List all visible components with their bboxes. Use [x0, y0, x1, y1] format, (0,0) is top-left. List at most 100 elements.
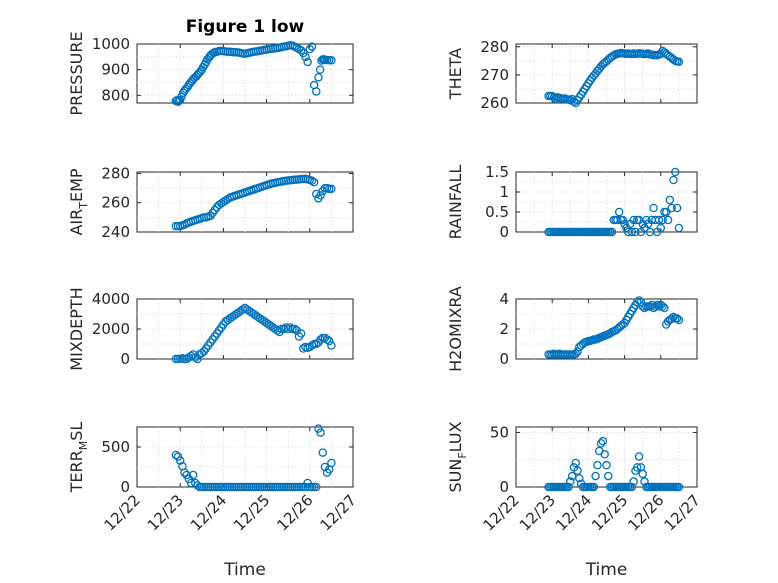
- grid: [516, 299, 697, 359]
- subplot-1: 1000 900 800 PRESSURE Figure 1 low: [67, 17, 354, 116]
- y-axis-label: SUNFLUX: [446, 421, 469, 492]
- data-point: [661, 207, 671, 217]
- y-tick-label: 280: [101, 164, 130, 182]
- data-point: [658, 302, 667, 311]
- data-point: [171, 450, 181, 460]
- y-tick-label: 0: [499, 478, 509, 496]
- data-series: [171, 41, 336, 106]
- data-point: [327, 184, 336, 194]
- x-tick-label: 12/23: [516, 491, 559, 534]
- data-point: [573, 466, 582, 475]
- data-point: [638, 469, 647, 479]
- data-point: [312, 339, 321, 349]
- data-point: [663, 215, 673, 225]
- data-point: [309, 177, 319, 187]
- grid: [137, 427, 353, 487]
- subplot-2: 280 270 260 THETA: [446, 38, 698, 112]
- data-point: [674, 57, 684, 66]
- data-series: [171, 424, 336, 492]
- data-series: [544, 296, 684, 359]
- data-point: [660, 303, 669, 313]
- data-point: [634, 452, 644, 461]
- x-tick-label: 12/25: [230, 491, 273, 534]
- y-tick-label: 900: [101, 61, 130, 79]
- data-point: [327, 56, 336, 65]
- data-point: [672, 314, 682, 323]
- x-tick-label: 12/27: [317, 491, 360, 534]
- data-point: [571, 349, 580, 358]
- data-point: [614, 207, 624, 217]
- y-tick-label: 0: [499, 223, 509, 241]
- data-point: [180, 468, 189, 477]
- data-point: [290, 324, 299, 334]
- data-point: [314, 424, 323, 433]
- y-axis-label: MIXDEPTH: [67, 287, 86, 370]
- y-tick-label: 260: [480, 94, 509, 112]
- subplot-5: 4000 2000 0 MIXDEPTH: [67, 287, 354, 371]
- data-point: [318, 448, 328, 457]
- data-point: [324, 336, 334, 346]
- data-point: [301, 482, 310, 492]
- y-axis-label: H2OMIXRA: [446, 286, 465, 372]
- y-tick-label: 1.5: [485, 163, 509, 181]
- data-point: [629, 477, 638, 486]
- data-point: [654, 215, 664, 225]
- data-point: [327, 458, 336, 468]
- data-point: [196, 67, 205, 76]
- data-point: [618, 215, 628, 225]
- y-axis-label: AIRTEMP: [67, 168, 90, 235]
- data-point: [602, 460, 611, 470]
- data-point: [674, 223, 684, 233]
- y-axis-label: THETA: [446, 48, 465, 100]
- x-tick-label: 12/26: [273, 491, 316, 534]
- x-tick-label: 12/24: [552, 491, 595, 534]
- y-axis-label: RAINFALL: [446, 165, 465, 240]
- y-tick-label: 0: [120, 478, 130, 496]
- data-point: [197, 348, 207, 358]
- data-point: [301, 52, 310, 62]
- data-point: [307, 42, 317, 51]
- y-tick-label: 0.5: [485, 203, 509, 221]
- data-point: [589, 482, 599, 492]
- data-point: [316, 335, 325, 344]
- x-tick-label: 12/23: [144, 491, 187, 534]
- data-point: [620, 219, 629, 229]
- data-point: [320, 462, 330, 472]
- data-point: [182, 470, 191, 480]
- data-point: [652, 300, 662, 310]
- data-point: [312, 482, 321, 492]
- data-point: [322, 335, 332, 344]
- data-point: [593, 460, 602, 470]
- data-point: [665, 195, 675, 205]
- data-point: [303, 57, 312, 67]
- data-point: [283, 324, 293, 334]
- x-axis-label: Time: [585, 560, 628, 580]
- subplot-6: 4 2 0 H2OMIXRA: [446, 286, 698, 372]
- y-tick-label: 260: [101, 194, 130, 212]
- y-tick-label: 0: [120, 350, 130, 368]
- data-point: [173, 452, 183, 461]
- data-point: [627, 482, 637, 492]
- data-point: [305, 44, 315, 54]
- axes-box: [515, 298, 698, 360]
- data-point: [604, 471, 613, 481]
- grid: [137, 172, 353, 232]
- x-tick-label: 12/22: [480, 491, 523, 534]
- data-point: [656, 223, 666, 233]
- x-tick-label: 12/27: [661, 491, 704, 534]
- data-point: [667, 203, 676, 213]
- data-point: [314, 73, 323, 82]
- y-tick-label: 50: [490, 423, 509, 441]
- data-point: [649, 203, 658, 213]
- x-axis-label: Time: [223, 560, 266, 580]
- data-point: [631, 227, 640, 237]
- data-point: [636, 297, 646, 307]
- data-point: [296, 46, 306, 55]
- data-point: [566, 477, 575, 486]
- y-tick-label: 1000: [92, 35, 130, 53]
- data-point: [575, 474, 584, 483]
- y-tick-label: 2: [499, 320, 509, 338]
- data-point: [674, 482, 684, 492]
- y-tick-label: 1: [499, 183, 509, 201]
